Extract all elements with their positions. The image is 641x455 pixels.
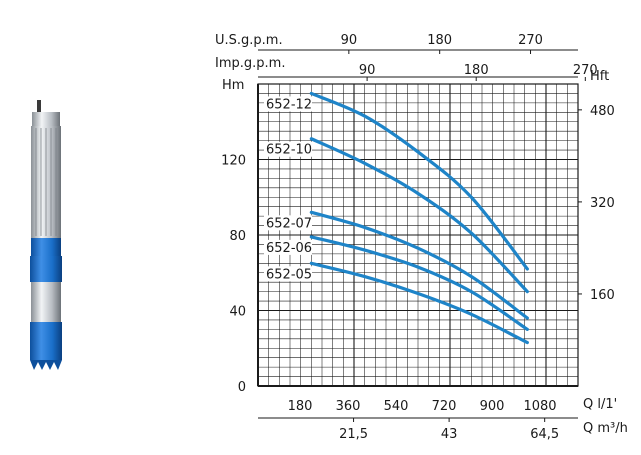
x-bottom1-tick-label: 1080 [523, 399, 556, 414]
x-bottom1-tick-label: 360 [336, 399, 361, 414]
series-label-background [264, 239, 312, 255]
y-right-tick-labels: 160 320 480 [590, 104, 615, 303]
x-bottom1-axis-label: Q l/1' [583, 397, 617, 412]
x-top2-tick-label: 90 [359, 63, 376, 78]
y-right-tick-label: 160 [590, 288, 615, 303]
chart-tick-marks [348, 50, 586, 422]
series-labels: 652-12 652-10 652-07 652-06 652-05 [264, 96, 312, 282]
x-top1-tick-label: 270 [518, 33, 543, 48]
series-label-652-05: 652-05 [266, 267, 312, 282]
y-left-tick-label: 80 [229, 229, 246, 244]
series-curve-652-06 [309, 235, 529, 331]
series-label-652-06: 652-06 [266, 241, 312, 256]
x-bottom1-tick-label: 900 [480, 399, 505, 414]
submersible-pump-icon [30, 100, 62, 370]
x-bottom1-tick-label: 180 [288, 399, 313, 414]
series-label-background [264, 266, 312, 282]
series-label-background [264, 141, 312, 157]
y-right-tick-label: 480 [590, 104, 615, 119]
y-right-tick-label: 320 [590, 196, 615, 211]
series-label-background [264, 96, 312, 112]
y-left-tick-labels: 0 40 80 120 [221, 154, 246, 396]
x-bottom2-tick-label: 64,5 [530, 427, 559, 442]
y-left-tick-label: 40 [229, 305, 246, 320]
x-bottom2-axis-label: Q m³/h [583, 421, 628, 436]
pump-curves [309, 91, 529, 345]
series-label-652-10: 652-10 [266, 143, 312, 158]
y-right-axis-label: Hft [590, 69, 609, 84]
series-label-652-12: 652-12 [266, 97, 312, 112]
x-bottom1-tick-label: 720 [432, 399, 457, 414]
series-curve-652-12 [309, 91, 529, 271]
x-top2-tick-label: 180 [464, 63, 489, 78]
series-label-background [264, 215, 312, 231]
y-left-tick-label: 0 [238, 380, 246, 395]
y-left-axis-label: Hm [222, 78, 244, 93]
series-label-652-07: 652-07 [266, 216, 312, 231]
x-bottom1-tick-labels: 180 360 540 720 900 1080 [288, 399, 557, 414]
x-top1-tick-label: 90 [341, 33, 358, 48]
x-top2-axis-label: Imp.g.p.m. [215, 56, 285, 71]
x-bottom2-tick-label: 43 [441, 427, 458, 442]
x-bottom2-tick-label: 21,5 [339, 427, 368, 442]
x-top1-tick-labels: 90 180 270 [341, 33, 543, 48]
x-top2-tick-label: 270 [573, 63, 598, 78]
x-top1-axis-label: U.S.g.p.m. [215, 33, 283, 48]
series-curve-652-10 [309, 137, 529, 294]
y-left-tick-label: 120 [221, 154, 246, 169]
x-bottom1-tick-label: 540 [384, 399, 409, 414]
series-curve-652-07 [309, 210, 529, 320]
x-top1-tick-label: 180 [427, 33, 452, 48]
chart-axes [257, 49, 579, 419]
x-bottom2-tick-labels: 21,5 43 64,5 [339, 427, 559, 442]
chart-grid-major [258, 84, 578, 386]
series-curve-652-05 [309, 261, 529, 345]
x-top2-tick-labels: 90 180 270 [359, 63, 598, 78]
